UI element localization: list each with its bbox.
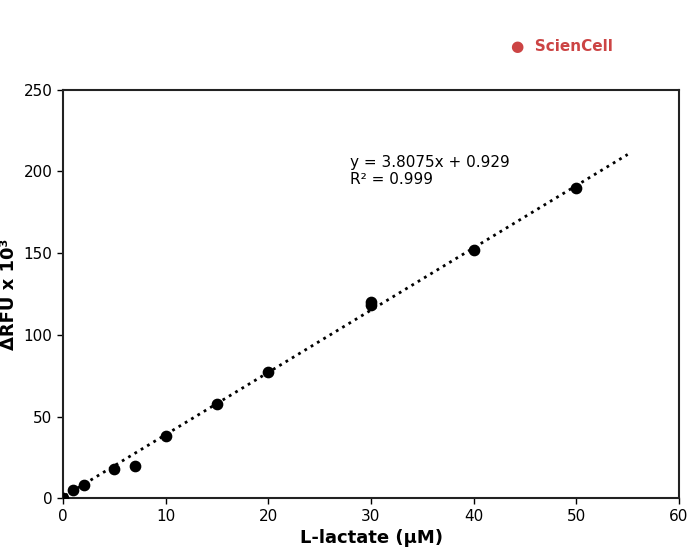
Point [468, 245, 480, 254]
Point [365, 301, 377, 310]
Point [262, 368, 274, 377]
Text: y = 3.8075x + 0.929
R² = 0.999: y = 3.8075x + 0.929 R² = 0.999 [351, 155, 510, 188]
Point [108, 464, 120, 473]
Point [130, 461, 141, 470]
Point [365, 298, 377, 307]
Point [78, 481, 89, 490]
Point [68, 486, 79, 494]
Y-axis label: ΔRFU x 10³: ΔRFU x 10³ [0, 239, 18, 349]
Text: ●  ScienCell: ● ScienCell [511, 39, 613, 54]
Point [160, 432, 172, 441]
X-axis label: L-lactate (μM): L-lactate (μM) [300, 529, 442, 547]
Point [570, 183, 582, 192]
Point [57, 494, 69, 503]
Point [211, 399, 223, 408]
